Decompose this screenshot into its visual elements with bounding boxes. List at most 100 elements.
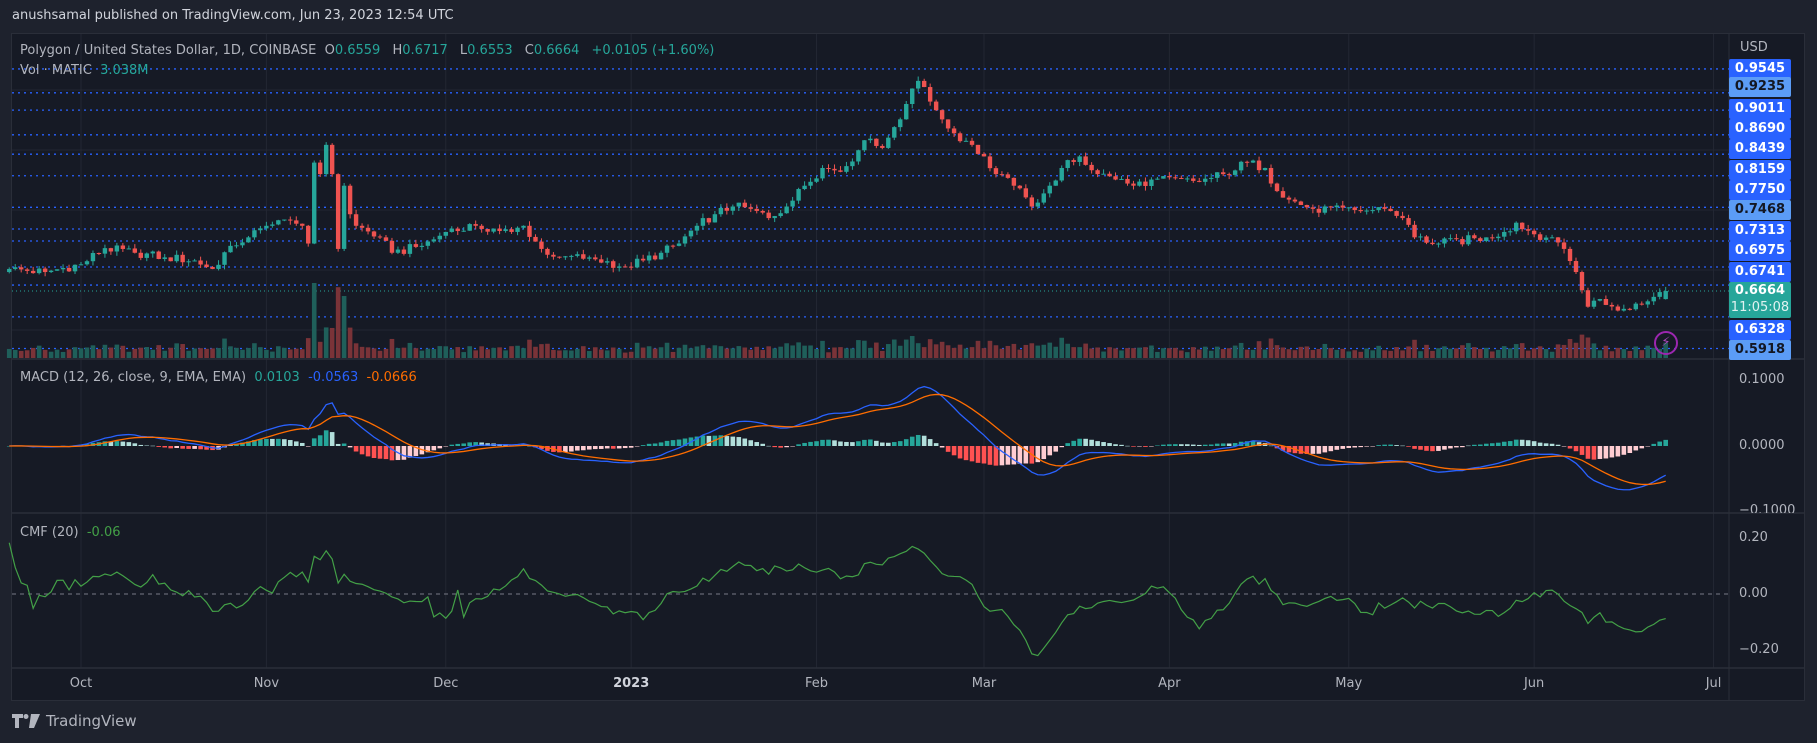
candle xyxy=(700,218,706,226)
macd-histogram-bar xyxy=(1023,446,1029,464)
macd-histogram-bar xyxy=(1011,446,1017,465)
volume-bar xyxy=(228,346,233,358)
volume-bar xyxy=(724,348,730,358)
volume-bar xyxy=(886,344,891,358)
macd-histogram-bar xyxy=(772,446,777,448)
volume-bar xyxy=(1017,349,1023,358)
volume-bar xyxy=(658,347,664,358)
volume-bar xyxy=(1364,348,1369,358)
macd-histogram-bar xyxy=(1346,446,1352,448)
volume-bar xyxy=(437,346,443,358)
macd-histogram-bar xyxy=(1484,443,1489,446)
volume-bar xyxy=(443,346,449,358)
candle xyxy=(790,200,795,207)
volume-bar xyxy=(1400,350,1405,358)
candle xyxy=(1244,161,1250,163)
volume-bar xyxy=(1173,347,1178,358)
macd-histogram-bar xyxy=(1232,443,1238,446)
time-axis-label: Dec xyxy=(433,676,459,691)
volume-bar xyxy=(509,346,514,358)
candle xyxy=(1220,172,1226,175)
volume-bar xyxy=(1442,346,1447,358)
macd-histogram-bar xyxy=(1334,446,1340,450)
candle xyxy=(60,267,66,270)
volume-bar xyxy=(144,347,150,358)
macd-histogram-bar xyxy=(1167,444,1172,446)
chart-frame[interactable] xyxy=(11,33,1805,701)
volume-bar xyxy=(1484,347,1489,358)
volume-bar xyxy=(933,344,939,358)
volume-bar xyxy=(1358,351,1364,358)
macd-histogram-bar xyxy=(880,442,885,446)
candle xyxy=(1663,291,1668,300)
volume-bar xyxy=(1609,351,1615,358)
volume-bar xyxy=(1460,345,1465,358)
candle xyxy=(1232,170,1238,175)
macd-signal-line xyxy=(9,393,1666,486)
candle xyxy=(1627,308,1633,310)
volume-bar xyxy=(1161,348,1166,358)
volume-bar xyxy=(921,347,927,358)
candle xyxy=(557,256,562,258)
lightning-alert-icon[interactable]: ⚡ xyxy=(1654,331,1678,355)
volume-bar xyxy=(1316,349,1322,358)
candle xyxy=(252,230,257,238)
candle xyxy=(551,254,556,257)
macd-histogram-bar xyxy=(1579,446,1585,455)
candle xyxy=(1508,231,1513,233)
tradingview-logo[interactable]: TradingView xyxy=(12,712,137,730)
volume-bar xyxy=(1472,347,1477,358)
macd-histogram-bar xyxy=(156,446,162,447)
macd-histogram-bar xyxy=(1250,440,1256,446)
volume-bar xyxy=(138,347,144,358)
volume-bar xyxy=(371,348,377,358)
candle xyxy=(371,231,377,237)
candle xyxy=(688,230,694,237)
candle xyxy=(999,174,1005,176)
volume-bar xyxy=(222,338,227,358)
volume-bar xyxy=(778,346,783,358)
macd-histogram-bar xyxy=(461,443,467,446)
volume-bar xyxy=(748,349,754,358)
volume-bar xyxy=(48,351,54,358)
candle xyxy=(981,153,987,157)
candle xyxy=(1430,242,1435,245)
macd-histogram-bar xyxy=(138,444,144,446)
volume-bar xyxy=(862,340,867,358)
time-axis-label: May xyxy=(1335,676,1363,691)
symbol-legend: Polygon / United States Dollar, 1D, COIN… xyxy=(20,43,722,58)
volume-value: 3.038M xyxy=(100,63,149,78)
price-level-label: 0.8159 xyxy=(1729,160,1791,180)
macd-histogram-bar xyxy=(180,446,185,449)
candle xyxy=(1484,237,1489,242)
macd-histogram-bar xyxy=(1591,446,1597,460)
volume-bar xyxy=(407,342,413,358)
volume-bar xyxy=(323,327,329,358)
macd-histogram-bar xyxy=(1059,446,1065,448)
macd-histogram-bar xyxy=(1185,444,1190,446)
macd-histogram-bar xyxy=(1190,444,1196,446)
volume-bar xyxy=(1304,346,1310,358)
volume-bar xyxy=(293,348,299,358)
volume-bar xyxy=(1238,342,1244,358)
volume-bar xyxy=(592,347,598,358)
volume-bar xyxy=(72,347,78,358)
macd-histogram-bar xyxy=(246,441,251,446)
volume-bar xyxy=(174,343,179,358)
macd-histogram-bar xyxy=(120,441,126,446)
candle xyxy=(1400,215,1405,219)
candle xyxy=(628,266,634,268)
macd-histogram-bar xyxy=(1657,441,1663,446)
macd-histogram-bar xyxy=(527,445,532,447)
macd-histogram-bar xyxy=(760,443,766,446)
volume-bar xyxy=(42,349,48,358)
macd-histogram-bar xyxy=(1244,441,1250,446)
volume-bar xyxy=(162,350,168,358)
volume-bar xyxy=(1298,346,1304,358)
volume-bar xyxy=(1436,348,1441,358)
macd-histogram-bar xyxy=(1316,446,1322,454)
macd-histogram-bar xyxy=(987,446,993,465)
macd-histogram-bar xyxy=(347,446,353,448)
macd-histogram-bar xyxy=(1663,439,1668,446)
